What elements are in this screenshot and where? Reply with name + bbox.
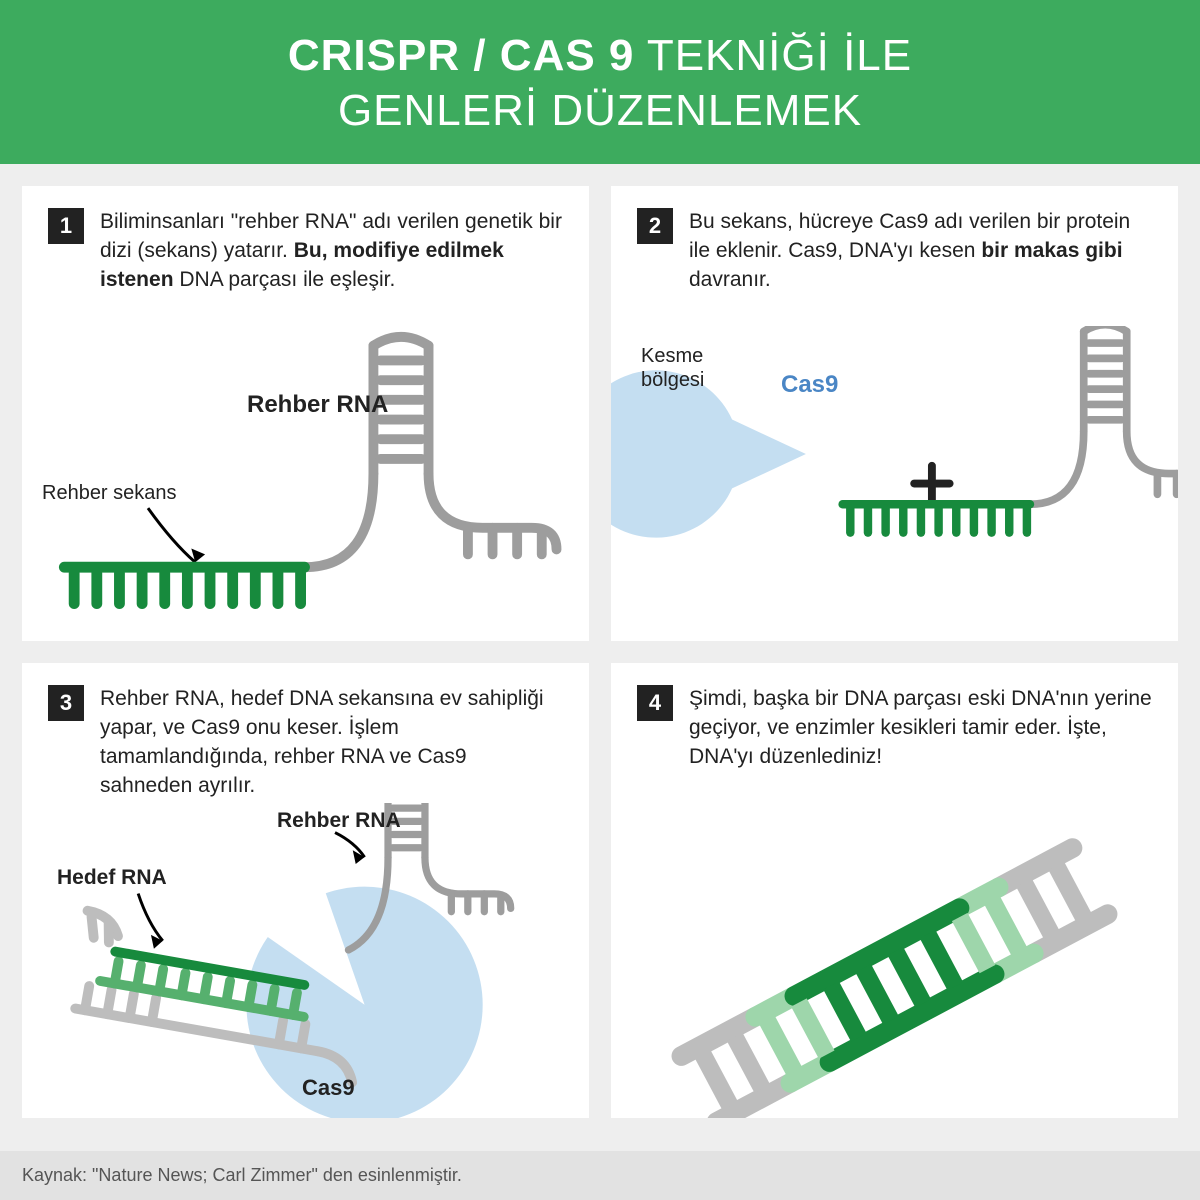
page: CRISPR / CAS 9 TEKNİĞİ İLE GENLERİ DÜZEN…: [0, 0, 1200, 1200]
step-2-text: Bu sekans, hücreye Cas9 adı verilen bir …: [689, 208, 1152, 295]
panel-step-3: 3 Rehber RNA, hedef DNA sekansına ev sah…: [22, 663, 589, 1118]
label-cas9: Cas9: [781, 371, 838, 400]
step-2-badge: 2: [637, 208, 673, 244]
step-3-badge: 3: [48, 685, 84, 721]
label-hedef-rna: Hedef RNA: [57, 865, 167, 890]
title-line2: GENLERİ DÜZENLEMEK: [20, 83, 1180, 138]
panel-step-4: 4 Şimdi, başka bir DNA parçası eski DNA'…: [611, 663, 1178, 1118]
step-4-badge: 4: [637, 685, 673, 721]
label-kesme-bolgesi: Kesmebölgesi: [641, 344, 704, 392]
label-rehber-rna: Rehber RNA: [247, 391, 388, 420]
label-rehber-sekans: Rehber sekans: [42, 481, 177, 505]
title-rest: TEKNİĞİ İLE: [634, 31, 912, 80]
dna-ladder-icon: [611, 803, 1178, 1118]
header: CRISPR / CAS 9 TEKNİĞİ İLE GENLERİ DÜZEN…: [0, 0, 1200, 164]
label-rehber-rna-3: Rehber RNA: [277, 808, 401, 833]
steps-grid: 1 Biliminsanları "rehber RNA" adı verile…: [0, 164, 1200, 1140]
step-2-diagram: Kesmebölgesi Cas9: [611, 326, 1178, 641]
step-4-text: Şimdi, başka bir DNA parçası eski DNA'nı…: [689, 685, 1152, 772]
panel-step-1: 1 Biliminsanları "rehber RNA" adı verile…: [22, 186, 589, 641]
cut-diagram-icon: [22, 803, 589, 1118]
step-1-badge: 1: [48, 208, 84, 244]
panel-step-2: 2 Bu sekans, hücreye Cas9 adı verilen bi…: [611, 186, 1178, 641]
title-bold: CRISPR / CAS 9: [288, 31, 635, 80]
step-1-diagram: Rehber RNA Rehber sekans: [22, 326, 589, 641]
step-3-text: Rehber RNA, hedef DNA sekansına ev sahip…: [100, 685, 563, 801]
step-4-diagram: [611, 803, 1178, 1118]
source-footer: Kaynak: "Nature News; Carl Zimmer" den e…: [0, 1151, 1200, 1200]
step-1-text: Biliminsanları "rehber RNA" adı verilen …: [100, 208, 563, 295]
label-cas9-3: Cas9: [302, 1075, 355, 1101]
step-3-diagram: Rehber RNA Hedef RNA Cas9: [22, 803, 589, 1118]
